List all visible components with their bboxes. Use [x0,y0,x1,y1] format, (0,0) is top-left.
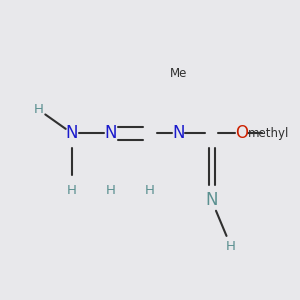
Text: H: H [106,184,116,196]
Text: N: N [172,124,185,142]
Text: H: H [67,184,77,196]
Text: H: H [34,103,44,116]
Text: N: N [205,191,218,209]
Text: H: H [145,184,155,196]
Text: N: N [66,124,78,142]
Text: methyl: methyl [248,127,289,140]
Text: O: O [235,124,248,142]
Text: N: N [105,124,117,142]
Text: H: H [226,240,236,253]
Text: Me: Me [170,67,187,80]
